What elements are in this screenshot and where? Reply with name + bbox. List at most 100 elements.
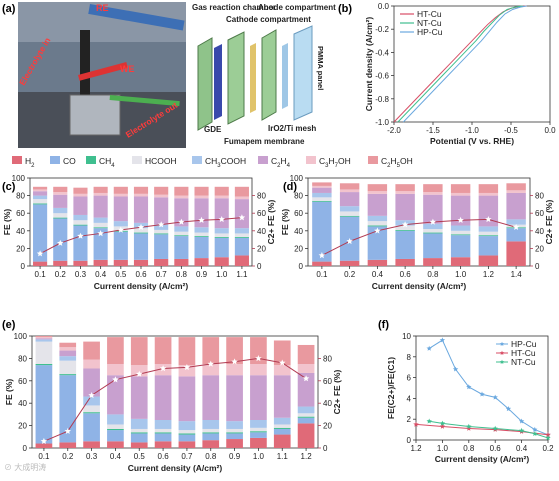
c2-fe-point	[136, 370, 143, 377]
bar-segment-h2	[423, 258, 443, 266]
x-tick-label: 0.2	[55, 270, 67, 279]
series-point-hp-cu	[439, 337, 446, 343]
y2-tick-label: 60	[535, 209, 544, 218]
bar-segment-hcooh	[395, 225, 415, 230]
panel-a-label: (a)	[2, 3, 16, 15]
bar-segment-c3h7oh	[73, 193, 88, 197]
y-axis-title: FE (%)	[280, 209, 290, 236]
y-axis-title: Current density (A/cm²)	[364, 17, 374, 112]
bar-segment-h2	[297, 423, 315, 448]
legend-marker-nt-cu	[499, 359, 505, 364]
panel-d-label: (d)	[283, 181, 297, 193]
x-tick-label: 0.1	[38, 452, 50, 461]
y-axis-title: FE(C2+)/FE(C1)	[386, 357, 396, 419]
x-tick-label: 1.0	[455, 270, 467, 279]
bar-segment-c3h7oh	[194, 195, 209, 199]
c2-fe-point	[117, 226, 125, 233]
y2-tick-label: 80	[323, 354, 332, 363]
bar-segment-c2h4	[234, 199, 249, 229]
bar-segment-c3h7oh	[83, 359, 100, 369]
y-tick-label: -0.4	[375, 48, 389, 57]
bar-segment-h2	[202, 440, 220, 448]
bar-segment-h2	[478, 255, 499, 266]
x-axis-title: Current density (A/cm²)	[372, 281, 467, 291]
bar-segment-ch4	[194, 236, 209, 237]
panel-b-label: (b)	[338, 3, 352, 15]
bar-segment-c2h4	[107, 375, 124, 415]
bar-segment-c2h5oh	[53, 186, 68, 193]
bar-segment-c2h4	[273, 375, 291, 418]
bar-segment-ch3cooh	[250, 420, 267, 428]
y-tick-label: 60	[18, 377, 27, 386]
y-axis-title: FE (%)	[4, 379, 14, 406]
bar-segment-co	[33, 204, 48, 262]
series-point-hp-cu	[518, 418, 525, 424]
c2-fe-point	[112, 376, 119, 383]
y-tick-label: 80	[294, 192, 303, 201]
bar-segment-co	[174, 236, 189, 259]
bar-segment-ch4	[367, 225, 388, 227]
c2-fe-point	[157, 221, 165, 228]
bar-segment-c2h4	[33, 191, 48, 196]
panel-a: (a) RE Electrolyte in WE Electrolyte out…	[2, 2, 336, 148]
c2-fe-point	[279, 359, 286, 366]
bar-segment-c2h4	[450, 195, 471, 226]
photo-cable	[88, 4, 185, 31]
product-legend: H2 CO CH4 HCOOH CH3COOH C2H4 C3H7OH C2H5OH	[12, 156, 413, 169]
y-tick-label: 0	[299, 262, 304, 271]
panel-b: (b) -2.0 -1.5 -1.0 -0.5 0.0 0.0 -0.2 -0.4 -0.6 -0…	[338, 2, 556, 146]
panel-e: (e) 0 20 40 60 80 100 0 20 40 60 80 0.1 0.2 0.3 0.4 0.5…	[2, 319, 342, 473]
bar-segment-c2h4	[226, 375, 243, 422]
bar-segment-c2h5oh	[133, 186, 149, 194]
bar-segment-c2h4	[154, 375, 172, 420]
bar-segment-c3h7oh	[113, 193, 128, 197]
bar-segment-hcooh	[339, 211, 360, 216]
bar-segment-co	[234, 237, 249, 256]
c2-fe-point	[485, 216, 492, 223]
y-tick-label: -1.0	[375, 118, 389, 127]
bar-segment-ch4	[450, 234, 471, 236]
bar-segment-h2	[133, 259, 149, 266]
bar-segment-hcooh	[297, 413, 315, 417]
bar-segment-ch4	[130, 432, 148, 434]
bar-segment-c2h4	[59, 350, 77, 357]
bar-segment-h2	[107, 441, 124, 448]
bar-segment-hcooh	[478, 231, 499, 236]
bar-segment-hcooh	[133, 228, 149, 233]
bar-segment-ch4	[312, 200, 332, 202]
x-tick-label: 0.2	[62, 452, 74, 461]
bar-segment-ch4	[395, 229, 415, 231]
bar-segment-c3h7oh	[33, 189, 48, 192]
panel-c: (c) 0 20 40 60 80 100 0 20 40 60 80 0.1 0.2 0.3 0.4 0.5…	[2, 174, 276, 291]
x-tick-label: 1.2	[410, 444, 422, 453]
y-tick-label: 6	[407, 374, 412, 383]
bar-segment-ch4	[273, 427, 291, 429]
c2-fe-point	[207, 360, 214, 367]
x-tick-label: 0.2	[542, 444, 554, 453]
bar-segment-c2h5oh	[367, 184, 388, 192]
bar-segment-c2h4	[214, 198, 229, 229]
photo-electrode-holder	[80, 30, 90, 95]
bar-segment-c3h7oh	[107, 364, 124, 376]
bar-segment-co	[194, 236, 209, 259]
bar-segment-ch3cooh	[450, 225, 471, 231]
c2-fe-point	[159, 365, 167, 372]
legend-swatch-ch3cooh	[192, 156, 202, 164]
bar-segment-c2h4	[174, 198, 189, 227]
series-point-nt-cu	[518, 427, 525, 433]
c2-fe-point	[97, 230, 104, 237]
bar-segment-co	[214, 237, 229, 258]
c2-fe-point	[401, 221, 409, 228]
series-line-nt-cu	[397, 5, 523, 123]
bar-segment-ch4	[33, 203, 48, 205]
series-point-ht-cu	[413, 421, 419, 427]
bar-segment-ch3cooh	[154, 420, 172, 429]
photo-red-tube	[78, 62, 128, 81]
bar-segment-ch4	[214, 236, 229, 238]
series-point-hp-cu	[466, 384, 472, 390]
bar-segment-co	[273, 428, 291, 435]
x-tick-label: 1.0	[216, 270, 228, 279]
bar-segment-ch3cooh	[33, 195, 48, 200]
x-tick-label: 0.4	[372, 270, 384, 279]
y-tick-label: -0.6	[375, 72, 389, 81]
